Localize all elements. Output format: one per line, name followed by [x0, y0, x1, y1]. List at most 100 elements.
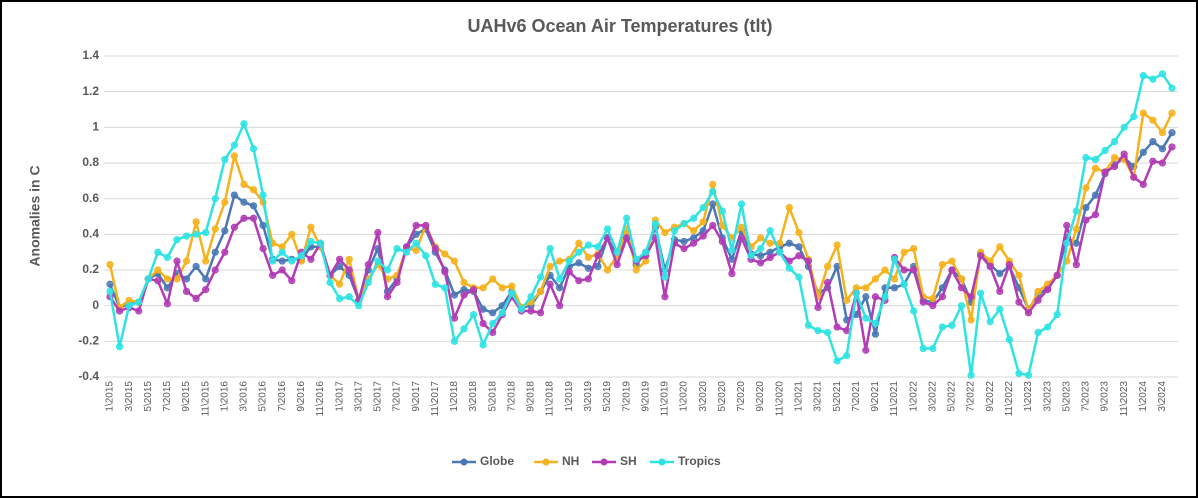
data-point [202, 286, 210, 294]
y-tick-label: -0.4 [78, 369, 99, 383]
data-point [383, 293, 392, 301]
data-point [680, 220, 688, 228]
data-point [135, 307, 143, 315]
legend-marker [600, 458, 608, 466]
data-point [364, 278, 372, 287]
x-tick-label: 1\2020 [679, 381, 690, 412]
data-point [1168, 84, 1176, 92]
data-point [1110, 138, 1119, 146]
data-point [163, 300, 172, 308]
data-point [957, 284, 966, 292]
x-tick-label: 5\2018 [487, 381, 498, 412]
x-tick-label: 1\2019 [564, 381, 575, 412]
data-point [345, 266, 353, 274]
data-point [450, 291, 459, 299]
x-tick-label: 3\2022 [927, 381, 938, 412]
x-tick-label: 11\2022 [1004, 381, 1015, 417]
chart-title: UAHv6 Ocean Air Temperatures (tlt) [467, 16, 772, 36]
data-point [1053, 310, 1061, 319]
data-point [1015, 271, 1023, 279]
legend-label: Globe [480, 454, 514, 468]
data-point [297, 252, 305, 260]
data-point [718, 207, 726, 215]
data-point [699, 218, 707, 226]
x-tick-label: 9\2022 [985, 381, 996, 412]
data-point [1024, 371, 1033, 379]
data-point [221, 227, 229, 235]
data-point [862, 284, 870, 292]
x-tick-label: 3\2021 [813, 381, 824, 412]
data-point [623, 234, 631, 242]
data-point [230, 152, 238, 160]
data-point [737, 234, 746, 242]
data-point [996, 243, 1004, 251]
data-point [269, 257, 277, 265]
data-point [259, 245, 267, 253]
data-point [1101, 168, 1109, 176]
data-point [1091, 164, 1100, 172]
data-point [948, 257, 956, 265]
data-point [450, 314, 459, 322]
data-point [182, 257, 191, 265]
data-point [546, 262, 554, 271]
data-point [843, 296, 851, 304]
y-tick-label: 0.4 [82, 227, 99, 241]
x-tick-label: 11\2018 [545, 381, 556, 417]
data-point [690, 214, 698, 222]
data-point [575, 259, 583, 267]
data-point [556, 284, 564, 292]
data-point [240, 120, 248, 128]
data-point [890, 284, 899, 292]
data-point [355, 302, 363, 310]
data-point [393, 278, 401, 287]
x-tick-label: 5\2015 [143, 381, 154, 412]
data-point [211, 248, 219, 256]
x-tick-label: 9\2016 [296, 381, 307, 412]
data-point [1015, 369, 1023, 378]
data-point [1130, 173, 1138, 181]
data-point [489, 275, 497, 283]
data-point [929, 302, 937, 310]
data-point [202, 257, 210, 265]
data-point [221, 198, 229, 206]
data-point [383, 266, 392, 274]
data-point [556, 275, 564, 283]
data-point [709, 200, 717, 208]
data-point [364, 261, 372, 269]
data-point [1168, 109, 1176, 117]
data-point [240, 180, 248, 188]
data-point [336, 255, 344, 263]
data-point [240, 198, 248, 206]
data-point [871, 293, 880, 301]
series-line [108, 111, 1174, 322]
data-point [192, 230, 200, 238]
x-tick-label: 1\2015 [105, 381, 116, 412]
x-tick-label: 7\2020 [736, 381, 747, 412]
data-point [594, 243, 602, 251]
x-tick-label: 3\2015 [124, 381, 135, 412]
data-point [536, 287, 545, 295]
x-tick-label: 3\2024 [1157, 381, 1168, 412]
data-point [431, 245, 439, 253]
data-point [929, 294, 937, 303]
data-point [441, 284, 449, 292]
data-point [508, 289, 516, 297]
data-point [154, 277, 162, 285]
x-tick-label: 11\2019 [660, 381, 671, 417]
data-point [977, 289, 985, 297]
data-point [728, 269, 736, 278]
data-point [690, 227, 698, 235]
x-tick-label: 11\2020 [774, 381, 785, 417]
data-point [173, 257, 181, 265]
data-point [881, 266, 889, 274]
data-point [1044, 323, 1052, 331]
x-tick-label: 3\2016 [239, 381, 250, 412]
data-point [785, 264, 793, 272]
legend-label: SH [620, 454, 637, 468]
x-tick-label: 9\2020 [755, 381, 766, 412]
data-point [1005, 261, 1013, 269]
x-tick-label: 7\2017 [392, 381, 403, 412]
x-tick-label: 5\2016 [258, 381, 269, 412]
data-point [929, 344, 937, 353]
data-point [1053, 271, 1061, 279]
